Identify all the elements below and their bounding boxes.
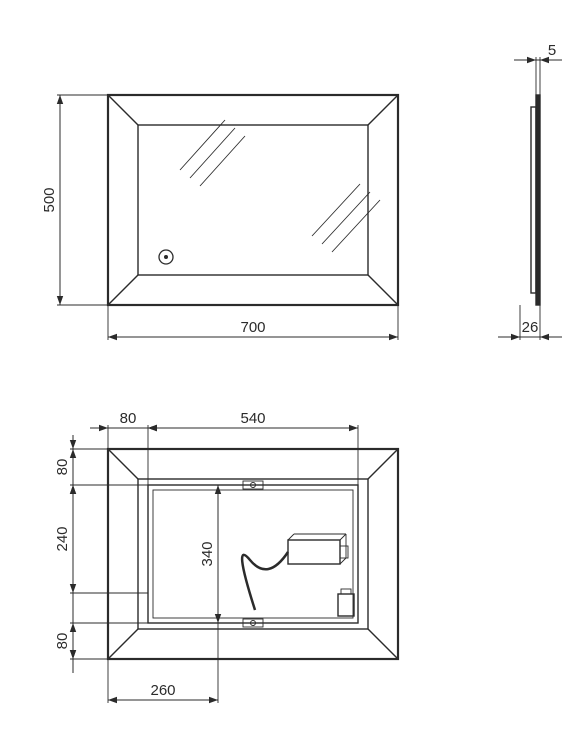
dim-label: 260: [150, 682, 175, 699]
dim-label: 340: [199, 541, 216, 566]
dim-5: 5: [548, 42, 556, 59]
dim-500: 500: [41, 187, 58, 212]
front-view: [108, 95, 398, 305]
dim-540: 540: [240, 410, 265, 427]
dim-26: 26: [522, 319, 539, 336]
dim-80: 80: [120, 410, 137, 427]
dim-label: 240: [54, 526, 71, 551]
dim-label: 80: [54, 633, 71, 650]
back-view: [108, 449, 398, 659]
side-view: [531, 95, 540, 305]
dim-label: 80: [54, 459, 71, 476]
dim-700: 700: [240, 319, 265, 336]
cable-icon: [242, 552, 288, 610]
